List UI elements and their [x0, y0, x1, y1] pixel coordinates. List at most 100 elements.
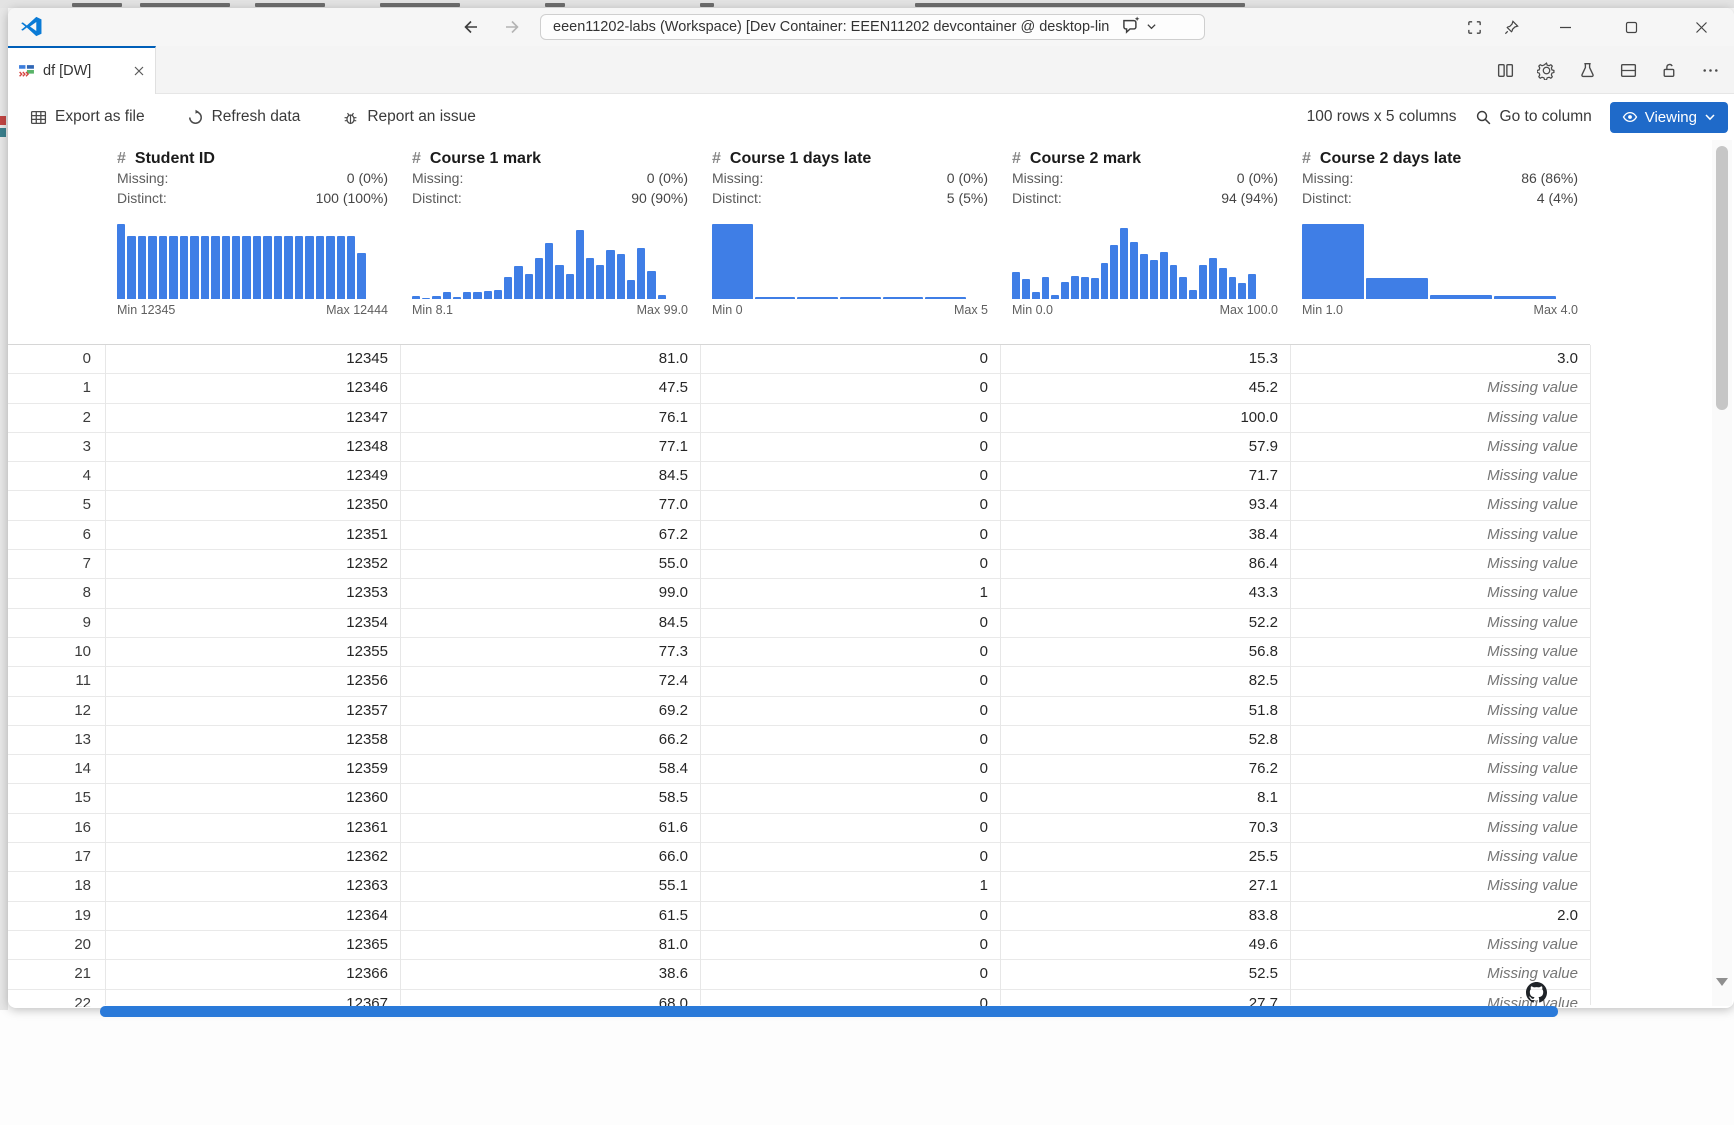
cell[interactable]: Missing value	[1487, 730, 1578, 748]
cell[interactable]: 61.5	[658, 906, 688, 924]
cell[interactable]: 12346	[346, 379, 388, 397]
cell[interactable]: 57.9	[1248, 437, 1278, 455]
row-index[interactable]: 5	[82, 496, 91, 514]
table-row[interactable]: 20 12365 81.0 0 49.6 Missing value	[8, 930, 1590, 961]
cell[interactable]: 1	[979, 877, 988, 895]
cell[interactable]: 0	[979, 642, 988, 660]
cell[interactable]: 2.0	[1557, 906, 1578, 924]
cell[interactable]: 84.5	[658, 613, 688, 631]
github-icon[interactable]	[1526, 982, 1547, 1003]
tab-df-data-wrangler[interactable]: df [DW]	[8, 46, 156, 94]
cell[interactable]: 1	[979, 584, 988, 602]
cell[interactable]: 12352	[346, 555, 388, 573]
row-index[interactable]: 19	[74, 906, 91, 924]
cell[interactable]: 0	[979, 965, 988, 983]
cell[interactable]: Missing value	[1487, 525, 1578, 543]
row-index[interactable]: 13	[74, 730, 91, 748]
cell[interactable]: 71.7	[1248, 467, 1278, 485]
cell[interactable]: 12367	[346, 994, 388, 1007]
cell[interactable]: Missing value	[1487, 877, 1578, 895]
cell[interactable]: 43.3	[1248, 584, 1278, 602]
cell[interactable]: Missing value	[1487, 965, 1578, 983]
cell[interactable]: 52.2	[1248, 613, 1278, 631]
table-row[interactable]: 5 12350 77.0 0 93.4 Missing value	[8, 491, 1590, 521]
cell[interactable]: 81.0	[658, 935, 688, 953]
cell[interactable]: Missing value	[1487, 818, 1578, 836]
table-row[interactable]: 12 12357 69.2 0 51.8 Missing value	[8, 696, 1590, 726]
vertical-scrollbar[interactable]	[1712, 140, 1732, 1006]
cell[interactable]: Missing value	[1487, 789, 1578, 807]
row-index[interactable]: 4	[82, 467, 91, 485]
cell[interactable]: 93.4	[1248, 496, 1278, 514]
lock-unlocked-icon[interactable]	[1660, 61, 1679, 80]
cell[interactable]: Missing value	[1487, 672, 1578, 690]
cell[interactable]: 12365	[346, 935, 388, 953]
table-row[interactable]: 14 12359 58.4 0 76.2 Missing value	[8, 755, 1590, 785]
cell[interactable]: 0	[979, 760, 988, 778]
row-index[interactable]: 8	[82, 584, 91, 602]
table-row[interactable]: 4 12349 84.5 0 71.7 Missing value	[8, 462, 1590, 492]
split-editor-icon[interactable]	[1496, 61, 1515, 80]
cell[interactable]: 0	[979, 525, 988, 543]
cell[interactable]: 0	[979, 408, 988, 426]
cell[interactable]: Missing value	[1487, 555, 1578, 573]
row-index[interactable]: 21	[74, 965, 91, 983]
row-index[interactable]: 17	[74, 848, 91, 866]
command-center-searchbar[interactable]: eeen11202-labs (Workspace) [Dev Containe…	[540, 14, 1205, 40]
cell[interactable]: 8.1	[1257, 789, 1278, 807]
table-row[interactable]: 3 12348 77.1 0 57.9 Missing value	[8, 432, 1590, 463]
cell[interactable]: 12357	[346, 701, 388, 719]
cell[interactable]: 0	[979, 613, 988, 631]
cell[interactable]: 3.0	[1557, 350, 1578, 367]
cell[interactable]: 12355	[346, 642, 388, 660]
scrollbar-thumb[interactable]	[1716, 146, 1728, 410]
cell[interactable]: Missing value	[1487, 496, 1578, 514]
table-row[interactable]: 15 12360 58.5 0 8.1 Missing value	[8, 784, 1590, 814]
cell[interactable]: 52.5	[1248, 965, 1278, 983]
cell[interactable]: Missing value	[1487, 642, 1578, 660]
cell[interactable]: 72.4	[658, 672, 688, 690]
cell[interactable]: 56.8	[1248, 642, 1278, 660]
cell[interactable]: 12351	[346, 525, 388, 543]
table-row[interactable]: 16 12361 61.6 0 70.3 Missing value	[8, 813, 1590, 844]
close-button[interactable]	[1690, 16, 1712, 38]
cell[interactable]: 12360	[346, 789, 388, 807]
cell[interactable]: 12353	[346, 584, 388, 602]
cell[interactable]: 51.8	[1248, 701, 1278, 719]
cell[interactable]: 12366	[346, 965, 388, 983]
cell[interactable]: 12348	[346, 437, 388, 455]
cell[interactable]: 0	[979, 379, 988, 397]
cell[interactable]: 27.7	[1248, 994, 1278, 1007]
cell[interactable]: 12361	[346, 818, 388, 836]
cell[interactable]: 66.2	[658, 730, 688, 748]
cell[interactable]: 0	[979, 701, 988, 719]
table-row[interactable]: 1 12346 47.5 0 45.2 Missing value	[8, 374, 1590, 404]
cell[interactable]: 0	[979, 935, 988, 953]
pin-icon[interactable]	[1500, 16, 1522, 38]
table-row[interactable]: 9 12354 84.5 0 52.2 Missing value	[8, 608, 1590, 638]
copilot-chat-button[interactable]	[1120, 15, 1157, 37]
cell[interactable]: 25.5	[1248, 848, 1278, 866]
cell[interactable]: 47.5	[658, 379, 688, 397]
cell[interactable]: 12354	[346, 613, 388, 631]
cell[interactable]: 67.2	[658, 525, 688, 543]
cell[interactable]: 0	[979, 906, 988, 924]
go-to-column-button[interactable]: Go to column	[1475, 108, 1592, 126]
table-row[interactable]: 8 12353 99.0 1 43.3 Missing value	[8, 579, 1590, 609]
cell[interactable]: 81.0	[658, 350, 688, 367]
cell[interactable]: Missing value	[1487, 467, 1578, 485]
cell[interactable]: 68.0	[658, 994, 688, 1007]
cell[interactable]: 77.0	[658, 496, 688, 514]
table-row[interactable]: 0 12345 81.0 0 15.3 3.0	[8, 345, 1590, 375]
cell[interactable]: Missing value	[1487, 935, 1578, 953]
gear-icon[interactable]	[1537, 61, 1556, 80]
cell[interactable]: 38.4	[1248, 525, 1278, 543]
cell[interactable]: 70.3	[1248, 818, 1278, 836]
table-row[interactable]: 22 12367 68.0 0 27.7 Missing value	[8, 989, 1590, 1007]
cell[interactable]: 66.0	[658, 848, 688, 866]
row-index[interactable]: 22	[74, 994, 91, 1007]
column-header-course-2-days-late[interactable]: # Course 2 days late Missing: 86 (86%) Disti…	[1290, 140, 1590, 345]
cell[interactable]: 0	[979, 467, 988, 485]
cell[interactable]: 15.3	[1248, 350, 1278, 367]
cell[interactable]: Missing value	[1487, 379, 1578, 397]
